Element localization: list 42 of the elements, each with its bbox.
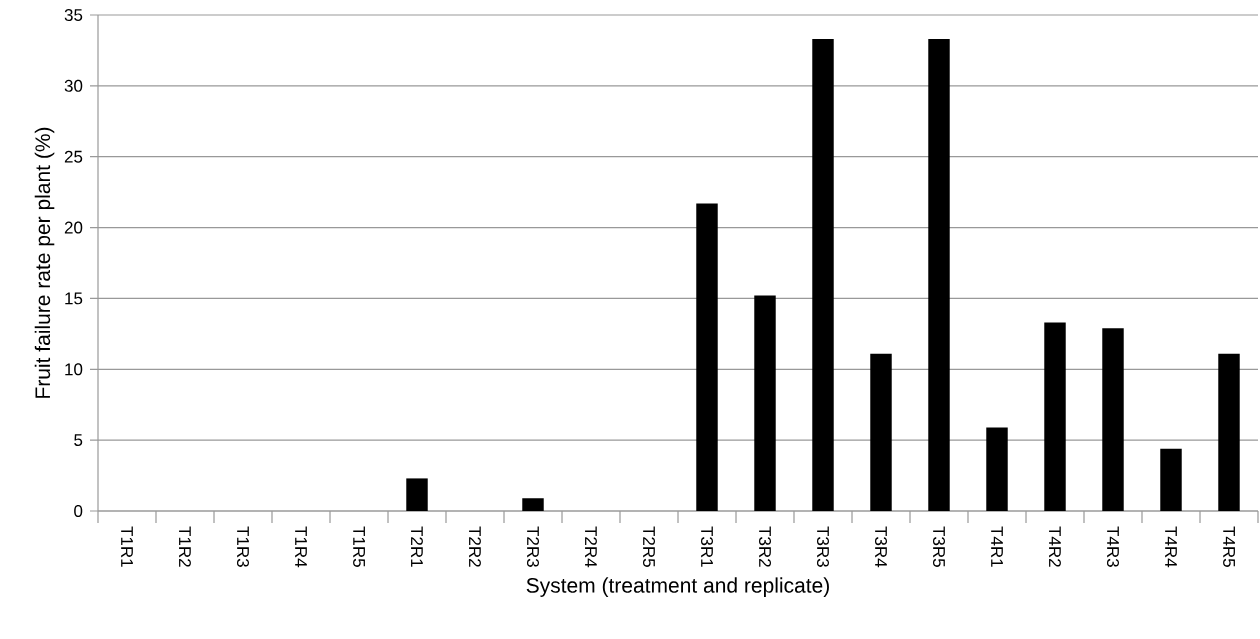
bar [696,203,718,511]
x-tick-label: T1R1 [121,526,133,567]
bar [812,39,834,511]
x-tick-label: T4R4 [1165,526,1177,568]
bar [870,353,892,511]
x-tick-label: T2R4 [585,526,597,568]
x-tick-label: T2R3 [526,526,540,567]
y-tick-label: 25 [64,150,83,163]
x-tick-label: T1R3 [236,526,250,567]
x-tick-label: T3R1 [700,526,714,567]
x-tick-label: T3R4 [874,526,888,568]
x-tick-label: T3R5 [932,526,946,567]
y-tick-label: 15 [65,292,83,305]
bar [1102,328,1124,511]
x-tick-label: T1R5 [353,526,365,567]
bar [522,498,544,511]
y-tick-label: 30 [64,79,83,92]
x-tick-label: T4R3 [1106,526,1120,567]
bar [1044,322,1066,511]
y-tick-label: 20 [64,221,83,234]
x-tick-label: T2R1 [411,526,423,567]
y-tick-label: 10 [65,363,83,376]
y-tick-label: 5 [74,434,83,447]
x-tick-label: T1R2 [179,526,191,567]
bar [1218,353,1240,511]
x-tick-label: T3R3 [816,526,830,567]
x-axis-title: System (treatment and replicate) [526,577,829,597]
bar [406,478,428,511]
x-tick-label: T4R1 [991,526,1003,567]
bar [928,39,950,511]
bar [754,295,776,511]
y-tick-label: 35 [64,9,83,22]
y-axis-title: Fruit failure rate per plant (%) [34,127,55,398]
x-tick-label: T4R2 [1049,526,1061,567]
bar [986,427,1008,511]
x-tick-label: T3R2 [758,526,772,567]
bar [1160,448,1182,511]
x-tick-label: T4R5 [1223,526,1235,567]
x-tick-label: T1R4 [295,526,307,568]
x-tick-label: T2R5 [642,526,656,567]
y-tick-label: 0 [74,505,83,518]
x-tick-label: T2R2 [469,526,481,567]
